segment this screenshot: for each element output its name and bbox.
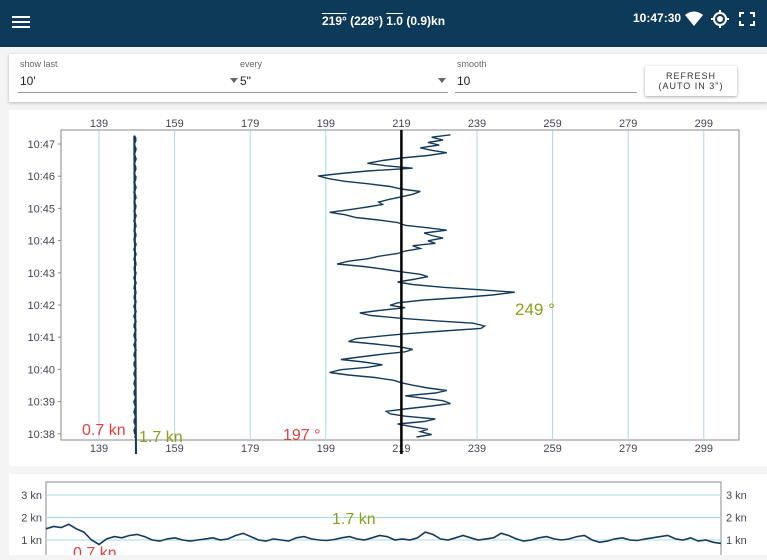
speed-chart-panel: 3 kn 3 kn 2 kn 2 kn 1 kn 1 kn 1.7 kn 0.7 kn [9,474,767,560]
plot-frame [60,129,740,441]
refresh-label: REFRESH [665,71,716,81]
speed-series-line [45,523,722,546]
plot-frame [45,481,722,560]
y-tick-label: 10:44 [27,236,55,248]
show-last-select[interactable]: show last 10' [18,58,240,93]
app-bar: 219° (228°) 1.0 (0.9)kn 10:47:30 [0,0,767,47]
smooth-value: 10 [457,74,471,88]
y-tick-label-left: 2 kn [21,513,42,525]
y-tick-label: 10:40 [27,364,55,376]
chevron-down-icon[interactable] [230,78,238,83]
direction-series-line [318,134,515,438]
header-title: 219° (228°) 1.0 (0.9)kn [0,14,767,28]
every-value: 5" [240,74,251,88]
speed-unit: kn [431,14,446,28]
x-tick-label-bottom: 159 [165,443,183,455]
y-tick-label: 10:38 [27,429,55,441]
refresh-button[interactable]: REFRESH (AUTO IN 3") [645,66,737,96]
y-tick-label-right: 3 kn [726,490,747,502]
fullscreen-icon[interactable] [737,10,757,28]
gps-target-icon[interactable] [710,10,730,28]
smooth-label: smooth [457,59,487,69]
heading-average: (228°) [350,14,383,28]
speed-value: 1.0 [386,14,403,28]
min-speed-label: 0.7 kn [73,545,117,555]
x-tick-label-bottom: 139 [90,443,108,455]
x-tick-label-top: 279 [619,118,637,130]
chevron-down-icon[interactable] [438,78,446,83]
x-tick-label-top: 179 [241,118,259,130]
y-tick-label-left: 3 kn [21,490,42,502]
x-tick-label-top: 239 [468,118,486,130]
min-direction-label: 197 ° [283,427,321,444]
max-direction-label: 249 ° [515,300,555,319]
controls-bar: show last 10' every 5" smooth 10 REFRESH… [9,54,767,102]
y-tick-label: 10:46 [27,171,55,183]
y-tick-label: 10:42 [27,300,55,312]
x-tick-label-top: 259 [543,118,561,130]
show-last-label: show last [20,59,58,69]
x-tick-label-bottom: 239 [468,443,486,455]
speed-chart: 3 kn 3 kn 2 kn 2 kn 1 kn 1 kn 1.7 kn 0.7 kn [21,481,747,560]
y-tick-label: 10:45 [27,203,55,215]
max-speed-label: 1.7 kn [139,429,183,446]
every-label: every [240,59,263,69]
x-tick-label-top: 139 [90,118,108,130]
wifi-icon[interactable] [684,10,704,28]
y-tick-label: 10:41 [27,332,55,344]
smooth-select[interactable]: smooth 10 [455,58,637,93]
y-tick-label: 10:43 [27,268,55,280]
speed-trace [133,135,137,455]
direction-chart-panel: 1391391591591791791991992192192392392592… [9,110,767,466]
refresh-countdown: (AUTO IN 3") [658,81,724,91]
heading-value: 219° [321,14,347,28]
x-tick-label-bottom: 279 [619,443,637,455]
every-select[interactable]: every 5" [238,58,448,93]
menu-icon[interactable] [10,13,32,33]
x-tick-label-top: 219 [392,118,410,130]
clock: 10:47:30 [633,11,682,25]
show-last-value: 10' [20,74,36,88]
y-tick-label: 10:39 [27,397,55,409]
y-tick-label-right: 1 kn [726,535,747,547]
y-tick-label-right: 2 kn [726,513,747,525]
x-tick-label-bottom: 259 [543,443,561,455]
x-tick-label-top: 199 [317,118,335,130]
max-speed-label: 1.7 kn [332,511,376,528]
x-tick-label-top: 299 [695,118,713,130]
y-tick-label-left: 1 kn [21,535,42,547]
y-tick-label: 10:47 [27,139,55,151]
x-tick-label-top: 159 [165,118,183,130]
x-tick-label-bottom: 179 [241,443,259,455]
min-speed-label: 0.7 kn [82,422,126,439]
speed-average: (0.9) [406,14,432,28]
x-tick-label-bottom: 199 [317,443,335,455]
direction-chart: 1391391591591791791991992192192392392592… [27,118,740,455]
x-tick-label-bottom: 299 [695,443,713,455]
